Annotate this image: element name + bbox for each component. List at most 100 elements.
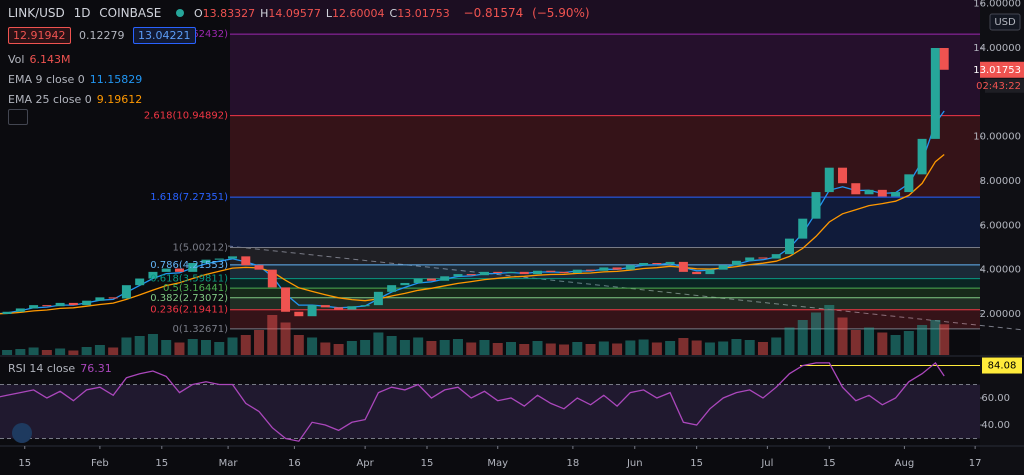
volume-bar [68, 350, 79, 355]
x-tick-label: 15 [18, 458, 31, 469]
last-price-box [980, 61, 1024, 78]
candle [864, 189, 874, 195]
candle [108, 297, 118, 299]
candle [625, 265, 635, 270]
candle [731, 260, 741, 266]
ema-line [0, 153, 945, 315]
volume-bar [665, 341, 676, 355]
candle [82, 300, 92, 306]
volume-bar [360, 340, 371, 355]
x-tick-label: 15 [690, 458, 703, 469]
fib-label: 0.618(3.59811) [150, 274, 228, 285]
volume-bar [850, 330, 861, 355]
candle [811, 192, 821, 219]
change: −0.81574 [463, 6, 524, 20]
last-price: 13.01753 [973, 65, 1021, 76]
rsi-marker-label: 84.08 [988, 361, 1017, 372]
candle [360, 305, 370, 307]
x-tick-label: Feb [91, 458, 109, 469]
candle [453, 274, 463, 277]
logo[interactable] [12, 423, 32, 443]
candle [559, 271, 569, 273]
candle [55, 302, 65, 307]
ohlc-label: H [260, 7, 269, 20]
y-tick-label: 6.00000 [980, 220, 1021, 231]
volume-bar [704, 342, 715, 355]
currency-box[interactable] [989, 13, 1021, 31]
symbol[interactable]: LINK/USD [8, 6, 65, 20]
volume-bar [187, 339, 198, 355]
volume-bar [598, 341, 609, 355]
y-tick-label: 10.00000 [973, 132, 1021, 143]
volume-bar [479, 340, 490, 355]
volume-bar [638, 339, 649, 355]
currency: USD [994, 17, 1016, 28]
volume-bar [731, 339, 742, 355]
x-tick-label: Apr [356, 458, 374, 469]
volume-bar [519, 344, 530, 355]
volume-bar [227, 337, 238, 355]
volume-bar [811, 312, 822, 355]
x-tick-label: 15 [421, 458, 434, 469]
fib-zone [230, 278, 980, 289]
ask[interactable]: 13.04221 [133, 27, 196, 44]
candle [373, 291, 383, 306]
candle [586, 269, 596, 271]
volume-bar [718, 341, 729, 355]
candle [705, 269, 715, 275]
volume-bar [200, 340, 211, 355]
candle [784, 238, 794, 255]
bid[interactable]: 12.91942 [8, 27, 71, 44]
candle [665, 261, 675, 265]
fib-label: 0.236(2.19411) [150, 305, 228, 316]
volume-bar [108, 347, 119, 355]
candle [546, 270, 556, 272]
volume-bar [439, 340, 450, 355]
volume-bar [346, 341, 357, 355]
ohlc-value: 13.01753 [397, 7, 450, 20]
ohlc-label: L [325, 7, 333, 20]
y-tick-label: 14.00000 [973, 43, 1021, 54]
volume-bar [94, 345, 105, 355]
fib-zone [230, 34, 980, 116]
fib-zone [230, 115, 980, 198]
candle [334, 307, 344, 310]
candle [95, 297, 105, 301]
volume-bar [307, 337, 318, 355]
volume-bar [214, 342, 225, 355]
volume-bar [320, 342, 331, 355]
volume-value: 6.143M [29, 53, 71, 66]
volume-bar [585, 344, 596, 355]
x-tick-label: 18 [567, 458, 580, 469]
candle [214, 258, 224, 260]
collapse-button[interactable] [8, 109, 28, 125]
candle [466, 274, 476, 276]
candle [440, 276, 450, 281]
fib-label: 2.618(10.94892) [144, 111, 228, 122]
symbol-row: LINK/USD 1D COINBASE O13.83327 H14.09577 L… [8, 6, 595, 20]
volume-bar [572, 342, 583, 355]
candle [745, 257, 755, 261]
candle [347, 306, 357, 310]
volume-bar [917, 325, 928, 355]
volume-bar [903, 331, 914, 355]
x-tick-label: Jul [760, 458, 773, 469]
volume-bar [930, 320, 941, 355]
candle [612, 267, 622, 270]
candle [758, 257, 768, 259]
candle [692, 271, 702, 275]
candle [930, 47, 940, 139]
volume-bar [545, 343, 556, 355]
volume-legend: Vol 6.143M [8, 53, 75, 66]
volume-bar [784, 327, 795, 355]
rsi-marker-box [982, 357, 1022, 374]
fib-zone [230, 288, 980, 298]
volume-bar [134, 336, 145, 355]
ema-value: 11.15829 [89, 73, 143, 86]
candle [29, 305, 39, 309]
candle [148, 271, 158, 279]
candle [718, 265, 728, 270]
candle [228, 256, 238, 259]
volume-bar [15, 349, 26, 355]
volume-bar [413, 337, 424, 355]
